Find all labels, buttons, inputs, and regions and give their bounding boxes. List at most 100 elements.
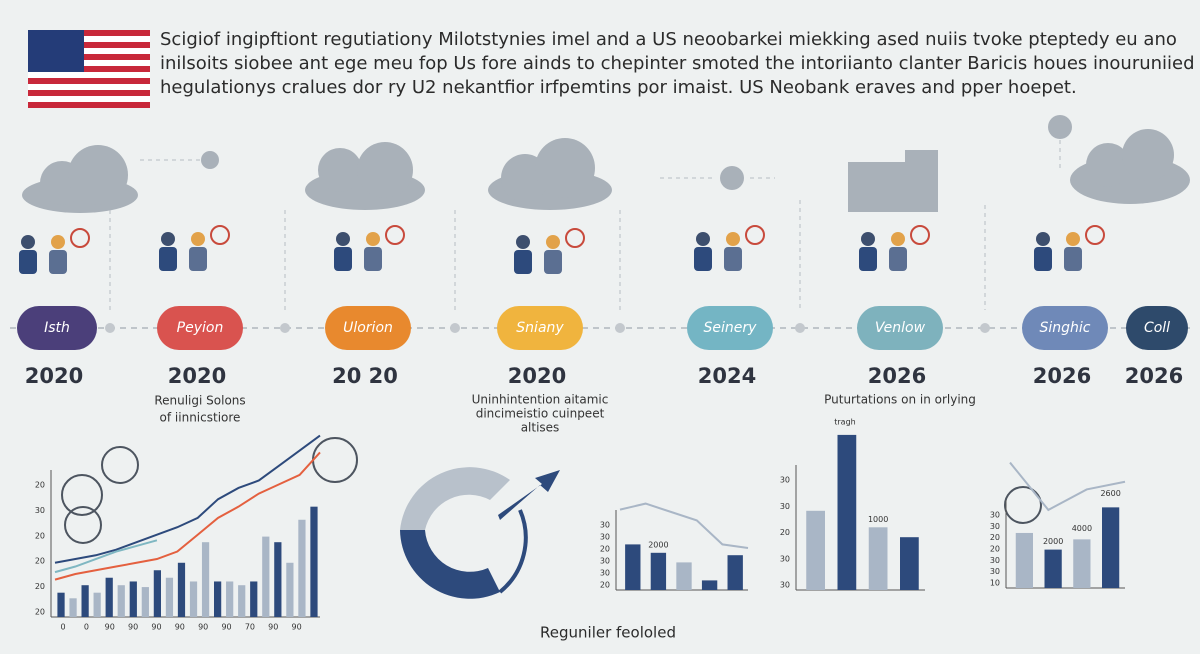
icon-coin xyxy=(210,225,230,245)
icon-coin xyxy=(1085,225,1105,245)
timeline-dot xyxy=(795,323,805,333)
y-tick-label: 30 xyxy=(600,521,610,530)
bar xyxy=(81,585,89,617)
y-tick-label: 30 xyxy=(600,569,610,578)
title-line: hegulationys cralues dor ry U2 nekantfio… xyxy=(160,77,1077,98)
line-series xyxy=(619,502,749,549)
bar xyxy=(165,577,174,617)
bar xyxy=(1073,539,1091,588)
connectors xyxy=(109,140,1061,310)
icon-body xyxy=(159,247,177,271)
y-tick-label: 30 xyxy=(600,533,610,542)
x-tick-label: 90 xyxy=(151,623,161,632)
bar xyxy=(868,527,888,590)
y-tick-label: 20 xyxy=(35,557,45,566)
bar xyxy=(129,581,137,617)
y-tick-label: 20 xyxy=(35,481,45,490)
y-tick-label: 20 xyxy=(35,582,45,591)
annotation: altises xyxy=(521,421,560,435)
year-label: 2026 xyxy=(868,364,926,388)
icon-head xyxy=(546,235,560,249)
icon-head xyxy=(696,232,710,246)
value-label: 2000 xyxy=(1043,537,1063,546)
icon-head xyxy=(726,232,740,246)
annotation: Uninhintention aitamic xyxy=(472,393,609,407)
icon-head xyxy=(191,232,205,246)
donut-graphic xyxy=(400,467,560,599)
year-label: 2024 xyxy=(698,364,756,388)
y-tick-label: 20 xyxy=(600,581,610,590)
y-tick-label: 20 xyxy=(780,528,790,537)
line-series xyxy=(54,451,321,581)
timeline-pill xyxy=(1022,306,1108,350)
year-label: 20 20 xyxy=(332,364,398,388)
bar xyxy=(676,562,692,590)
icon-body xyxy=(859,247,877,271)
bar xyxy=(900,537,919,590)
icon-body xyxy=(1034,247,1052,271)
y-tick-label: 30 xyxy=(780,476,790,485)
x-tick-label: 0 xyxy=(84,623,89,632)
pill-label: Singhic xyxy=(1040,320,1091,336)
x-tick-label: 70 xyxy=(245,623,255,632)
bar xyxy=(201,542,210,617)
timeline-pill xyxy=(325,306,411,350)
annotation: Renuligi Solons xyxy=(154,394,245,408)
x-tick-label: 90 xyxy=(128,623,138,632)
icon-body xyxy=(694,247,712,271)
icon-body xyxy=(724,247,742,271)
pill-label: Isth xyxy=(44,320,70,336)
timeline-pill xyxy=(687,306,773,350)
x-tick-label: 0 xyxy=(60,623,65,632)
y-tick-label: 30 xyxy=(600,557,610,566)
line-series xyxy=(54,434,321,564)
bar xyxy=(286,562,294,617)
year-label: 2020 xyxy=(168,364,226,388)
y-tick-label: 30 xyxy=(35,506,45,515)
pill-label: Peyion xyxy=(177,320,224,336)
icon-coin xyxy=(70,228,90,248)
icon-body xyxy=(189,247,207,271)
value-label: 4000 xyxy=(1072,524,1092,533)
bar xyxy=(105,577,113,617)
annotation: of iinnicstiore xyxy=(160,411,241,425)
annotation: tragh xyxy=(834,418,855,427)
icon-head xyxy=(51,235,65,249)
icon-head xyxy=(891,232,905,246)
icon-coin xyxy=(745,225,765,245)
x-tick-label: 90 xyxy=(198,623,208,632)
timeline-dot xyxy=(980,323,990,333)
y-tick-label: 30 xyxy=(780,502,790,511)
timeline-dot xyxy=(450,323,460,333)
icon-head xyxy=(516,235,530,249)
y-tick-label: 30 xyxy=(990,567,1000,576)
y-tick-label: 30 xyxy=(780,554,790,563)
y-tick-label: 10 xyxy=(990,579,1000,588)
bar xyxy=(57,592,65,617)
year-label: 2026 xyxy=(1125,364,1183,388)
x-tick-label: 90 xyxy=(105,623,115,632)
bar xyxy=(274,542,282,617)
icons xyxy=(19,225,1105,274)
bar xyxy=(262,536,270,617)
icon-coin xyxy=(565,228,585,248)
pill-label: Seinery xyxy=(704,320,758,336)
icon-body xyxy=(19,250,37,274)
icon-body xyxy=(1064,247,1082,271)
annotation: dincimeistio cuinpeet xyxy=(476,407,605,421)
icon-head xyxy=(21,235,35,249)
timeline-pill xyxy=(1126,306,1188,350)
icon-head xyxy=(861,232,875,246)
value-label: 1000 xyxy=(868,515,888,524)
timeline-pill xyxy=(157,306,243,350)
timeline-dot xyxy=(280,323,290,333)
us-flag xyxy=(28,30,150,108)
bar xyxy=(153,570,161,617)
bar xyxy=(298,519,306,617)
icon-head xyxy=(1066,232,1080,246)
bar xyxy=(238,585,246,617)
bar xyxy=(177,562,186,617)
line-series xyxy=(54,539,158,574)
icon-coin xyxy=(385,225,405,245)
